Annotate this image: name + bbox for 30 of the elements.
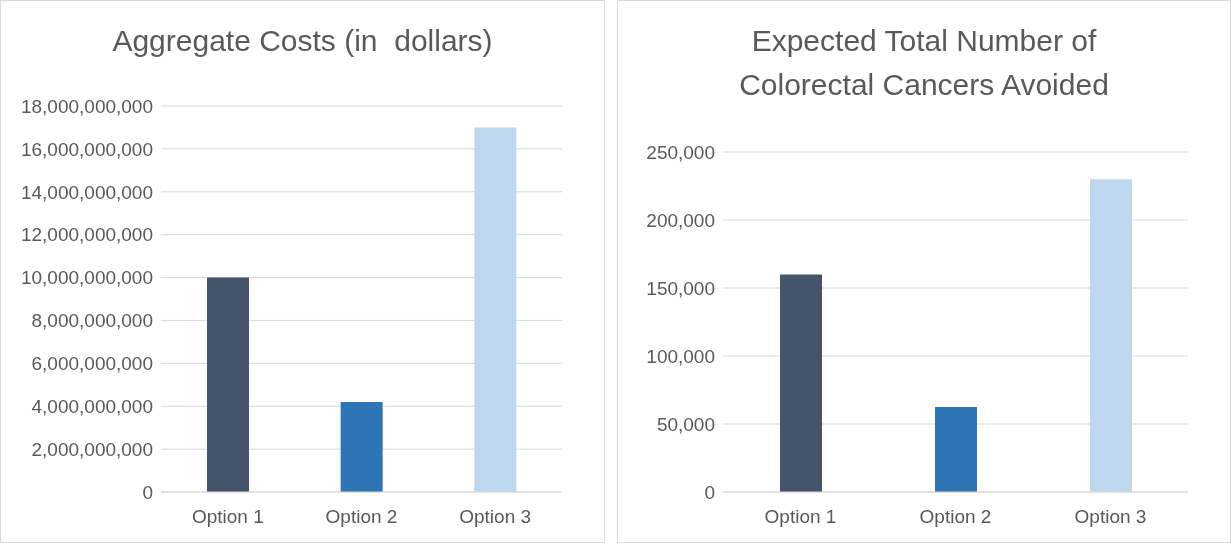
- y-tick-label: 4,000,000,000: [31, 395, 153, 417]
- x-tick-label: Option 3: [459, 506, 532, 528]
- y-tick-label: 16,000,000,000: [20, 138, 153, 160]
- x-tick-label: Option 1: [191, 506, 264, 528]
- y-tick-label: 200,000: [646, 209, 715, 231]
- y-tick-label: 100,000: [646, 345, 715, 367]
- y-tick-label: 18,000,000,000: [20, 95, 153, 117]
- chart-title: Aggregate Costs (in dollars): [111, 23, 494, 59]
- y-tick-label: 6,000,000,000: [31, 353, 153, 375]
- y-tick-label: 150,000: [646, 277, 715, 299]
- y-tick-label: 250,000: [646, 141, 715, 163]
- bar: [340, 401, 383, 492]
- x-tick-label: Option 2: [325, 506, 398, 528]
- y-tick-label: 0: [704, 481, 715, 503]
- x-tick-label: Option 3: [1074, 506, 1147, 528]
- bar: [207, 277, 249, 492]
- y-tick-label: 10,000,000,000: [20, 267, 153, 289]
- y-tick-label: 50,000: [656, 413, 715, 435]
- x-tick-label: Option 1: [764, 506, 837, 528]
- y-tick-label: 0: [142, 481, 153, 503]
- bar: [935, 407, 977, 492]
- y-tick-label: 12,000,000,000: [20, 224, 153, 246]
- bar: [474, 127, 517, 492]
- x-tick-label: Option 2: [919, 506, 992, 528]
- bar: [780, 274, 822, 492]
- bar: [1090, 179, 1132, 492]
- y-tick-label: 14,000,000,000: [20, 181, 153, 203]
- chart-title: Expected Total Number of Colorectal Cancers Avoided: [738, 23, 1110, 103]
- y-tick-label: 2,000,000,000: [31, 438, 153, 460]
- y-tick-label: 8,000,000,000: [31, 310, 153, 332]
